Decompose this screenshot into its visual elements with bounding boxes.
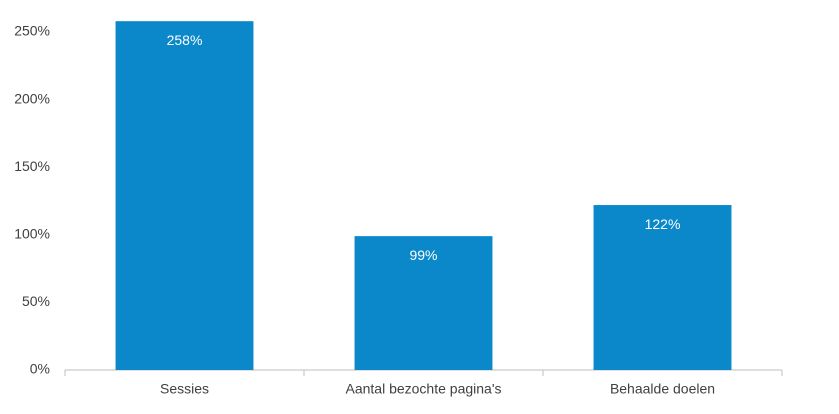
y-tick-label: 0% (30, 361, 50, 377)
y-tick-label: 100% (14, 226, 50, 242)
bar (115, 21, 254, 371)
x-tick-label: Behaalde doelen (610, 381, 715, 397)
x-tick-label: Sessies (160, 381, 209, 397)
y-tick-label: 50% (22, 293, 50, 309)
y-tick-label: 200% (14, 90, 50, 106)
data-label: 122% (645, 216, 681, 232)
data-label: 99% (409, 247, 437, 263)
x-tick-label: Aantal bezochte pagina's (345, 381, 501, 397)
y-tick-label: 150% (14, 158, 50, 174)
bar (354, 236, 493, 370)
data-label: 258% (167, 32, 203, 48)
y-tick-label: 250% (14, 23, 50, 39)
bar (593, 205, 732, 370)
